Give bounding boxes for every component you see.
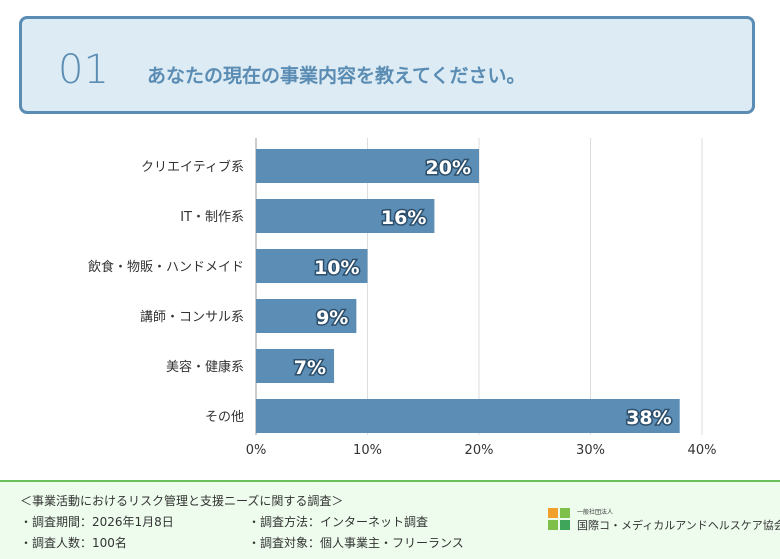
org-name: 国際コ・メディカルアンドヘルスケア協会 xyxy=(577,519,780,532)
data-label: 20% xyxy=(426,157,471,179)
x-tick-label: 40% xyxy=(688,443,717,458)
category-label: 講師・コンサル系 xyxy=(140,309,244,325)
bar xyxy=(256,399,680,433)
x-tick-label: 0% xyxy=(246,443,267,458)
category-label: 美容・健康系 xyxy=(166,359,244,375)
x-tick-label: 20% xyxy=(465,443,494,458)
survey-method: ・調査方法：インターネット調査 xyxy=(248,515,429,529)
bar xyxy=(256,149,479,183)
bar xyxy=(256,349,335,383)
bar xyxy=(256,199,435,233)
survey-count: ・調査人数：100名 xyxy=(20,536,127,550)
question-number: 01 xyxy=(58,47,109,93)
survey-target: ・調査対象：個人事業主・フリーランス xyxy=(248,536,464,550)
bar-chart: 0% 10% 20% 30% 40% クリエイティブ系 20% IT・制作系 16% 飲食・物販・… xyxy=(88,138,717,458)
bar xyxy=(256,299,357,333)
category-label: クリエイティブ系 xyxy=(141,159,244,175)
data-label: 16% xyxy=(381,207,426,229)
question-header: 01 あなたの現在の事業内容を教えてください。 xyxy=(19,16,755,114)
org-logo-icon xyxy=(548,508,570,530)
x-tick-label: 30% xyxy=(576,443,605,458)
category-label: 飲食・物販・ハンドメイド xyxy=(88,259,244,275)
survey-title: ＜事業活動におけるリスク管理と支援ニーズに関する調査＞ xyxy=(20,494,344,508)
data-label: 38% xyxy=(626,407,671,429)
data-label: 7% xyxy=(294,357,326,379)
category-label: IT・制作系 xyxy=(180,210,244,225)
footer: ＜事業活動におけるリスク管理と支援ニーズに関する調査＞ ・調査期間：2026年1… xyxy=(0,480,780,559)
org-type: 一般社団法人 xyxy=(577,509,614,516)
survey-period: ・調査期間：2026年1月8日 xyxy=(20,515,174,529)
x-tick-label: 10% xyxy=(353,443,382,458)
bar xyxy=(256,249,368,283)
category-label: その他 xyxy=(205,410,244,425)
data-label: 9% xyxy=(316,307,348,329)
question-text: あなたの現在の事業内容を教えてください。 xyxy=(147,65,526,87)
data-label: 10% xyxy=(314,257,359,279)
